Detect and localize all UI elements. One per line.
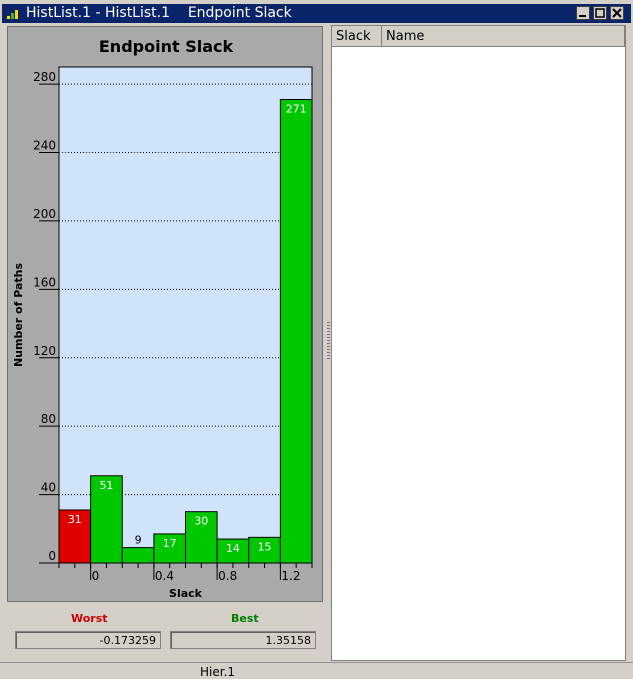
x-tick-label: 0.4 bbox=[155, 569, 174, 583]
bar-value-label: 17 bbox=[163, 537, 177, 550]
y-tick-label: 80 bbox=[41, 412, 56, 426]
bar-value-label: 14 bbox=[226, 542, 240, 555]
path-list[interactable]: Slack Name bbox=[331, 25, 626, 661]
x-tick-label: 0 bbox=[92, 569, 100, 583]
histogram-bar bbox=[248, 536, 281, 564]
close-icon bbox=[612, 8, 622, 18]
bar-value-label: 51 bbox=[99, 479, 113, 492]
minimize-button[interactable] bbox=[576, 6, 590, 20]
y-tick-label: 120 bbox=[33, 344, 56, 358]
histogram-chart[interactable]: 0 40 80 120 160 200 240 280 31 51 9 17 30 14 15 271 0 0.4… bbox=[8, 27, 324, 603]
column-header-name[interactable]: Name bbox=[382, 26, 625, 47]
x-tick-label: 1.2 bbox=[281, 569, 300, 583]
bar-value-label: 271 bbox=[286, 102, 307, 115]
y-axis-label: Number of Paths bbox=[12, 263, 25, 368]
x-tick-label: 0.8 bbox=[218, 569, 237, 583]
status-text: Hier.1 bbox=[200, 665, 236, 679]
x-axis-label: Slack bbox=[169, 587, 203, 600]
best-label: Best bbox=[231, 612, 259, 625]
status-bar: Hier.1 bbox=[0, 662, 633, 679]
y-tick-label: 200 bbox=[33, 207, 56, 221]
bar-value-label: 31 bbox=[68, 513, 82, 526]
app-icon bbox=[7, 10, 18, 19]
slack-stats: Worst Best -0.173259 1.35158 bbox=[4, 604, 326, 661]
worst-value-field: -0.173259 bbox=[15, 631, 161, 649]
y-tick-label: 280 bbox=[33, 70, 56, 84]
y-tick-label: 40 bbox=[41, 481, 56, 495]
bar-value-label: 15 bbox=[258, 540, 272, 553]
minimize-icon bbox=[579, 15, 586, 17]
y-tick-label: 160 bbox=[33, 275, 56, 289]
column-header-slack[interactable]: Slack bbox=[332, 26, 382, 47]
y-tick-label: 240 bbox=[33, 139, 56, 153]
histogram-bar bbox=[185, 511, 218, 564]
worst-label: Worst bbox=[71, 612, 108, 625]
histogram-bar bbox=[279, 98, 313, 564]
close-button[interactable] bbox=[610, 6, 624, 20]
histogram-bar bbox=[153, 533, 186, 564]
histogram-bar bbox=[90, 475, 123, 564]
splitter-grip-icon[interactable] bbox=[327, 322, 330, 360]
maximize-icon bbox=[595, 8, 605, 18]
plot-frame: Endpoint Slack 0 40 80 120 160 200 240 280 31 51 9… bbox=[7, 26, 323, 602]
bar-value-label: 30 bbox=[194, 515, 208, 528]
pane-splitter[interactable] bbox=[326, 24, 331, 661]
window-title: HistList.1 - HistList.1 Endpoint Slack bbox=[26, 5, 292, 21]
chart-title: Endpoint Slack bbox=[98, 37, 234, 56]
y-tick-label: 0 bbox=[48, 549, 56, 563]
title-bar[interactable]: HistList.1 - HistList.1 Endpoint Slack bbox=[2, 4, 631, 23]
maximize-button[interactable] bbox=[593, 6, 607, 20]
best-value-field: 1.35158 bbox=[170, 631, 316, 649]
histogram-pane: Endpoint Slack 0 40 80 120 160 200 240 280 31 51 9… bbox=[4, 24, 326, 661]
histogram-bar bbox=[121, 547, 155, 564]
bar-value-label: 9 bbox=[135, 534, 142, 547]
